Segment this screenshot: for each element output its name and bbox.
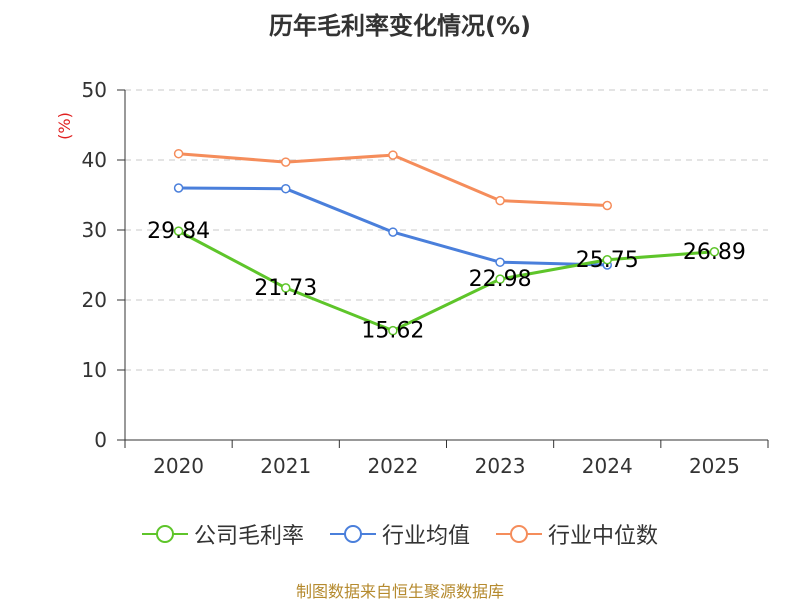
x-tick-label: 2023 <box>475 454 526 478</box>
data-label: 22.98 <box>469 267 532 292</box>
legend-label-industry-mean: 行业均值 <box>381 524 470 549</box>
data-point-0 <box>173 226 184 236</box>
data-label: 26.89 <box>683 240 746 265</box>
data-point-2 <box>495 195 505 206</box>
data-point-2 <box>281 157 291 167</box>
series-lines <box>173 148 720 336</box>
y-tick-label: 40 <box>82 148 107 172</box>
data-point-1 <box>173 183 184 193</box>
legend-marker-industry-median <box>496 525 542 543</box>
y-tick-label: 50 <box>82 78 107 102</box>
legend-marker-company <box>141 525 188 543</box>
y-tick-label: 30 <box>82 218 107 242</box>
grid-lines <box>125 89 768 371</box>
x-tick-label: 2024 <box>582 454 633 478</box>
axes: 0 10 20 30 40 50 (%) 2020 2021 2022 2023 2024 2025 <box>55 78 769 478</box>
data-point-2 <box>173 148 184 159</box>
legend-marker-industry-mean <box>329 525 376 543</box>
data-point-1 <box>388 227 398 237</box>
x-tick-label: 2020 <box>153 454 204 478</box>
data-point-2 <box>388 150 398 160</box>
legend-item-industry-median[interactable]: 行业中位数 <box>496 518 658 550</box>
data-label: 25.75 <box>576 248 639 273</box>
series-line-2 <box>178 152 608 207</box>
data-label: 15.62 <box>361 319 424 344</box>
series-line-0 <box>177 229 715 333</box>
data-point-0 <box>602 255 612 265</box>
data-point-2 <box>602 200 612 211</box>
data-point-0 <box>709 247 720 257</box>
data-point-1 <box>495 257 505 267</box>
source-note: 制图数据来自恒生聚源数据库 <box>295 582 504 601</box>
y-axis-label: (%) <box>55 112 74 140</box>
legend: 公司毛利率 行业均值 行业中位数 <box>0 518 800 550</box>
y-tick-label: 0 <box>94 428 107 452</box>
data-point-0 <box>281 283 291 293</box>
data-point-0 <box>495 274 505 284</box>
data-point-0 <box>388 325 398 336</box>
y-tick-label: 20 <box>82 288 107 312</box>
legend-label-company: 公司毛利率 <box>193 524 304 549</box>
chart-title: 历年毛利率变化情况(%) <box>269 12 531 40</box>
data-label: 29.84 <box>147 219 210 244</box>
legend-item-industry-mean[interactable]: 行业均值 <box>329 518 470 550</box>
x-tick-label: 2021 <box>260 454 311 478</box>
legend-item-company[interactable]: 公司毛利率 <box>141 518 304 550</box>
data-point-1 <box>281 183 291 194</box>
data-label: 21.73 <box>254 276 317 301</box>
y-tick-label: 10 <box>82 358 107 382</box>
data-labels: 29.84 21.73 15.62 22.98 25.75 26.89 <box>147 219 746 344</box>
x-tick-label: 2025 <box>689 454 740 478</box>
series-line-1 <box>178 186 608 267</box>
legend-label-industry-median: 行业中位数 <box>548 524 659 549</box>
x-tick-label: 2022 <box>367 454 418 478</box>
